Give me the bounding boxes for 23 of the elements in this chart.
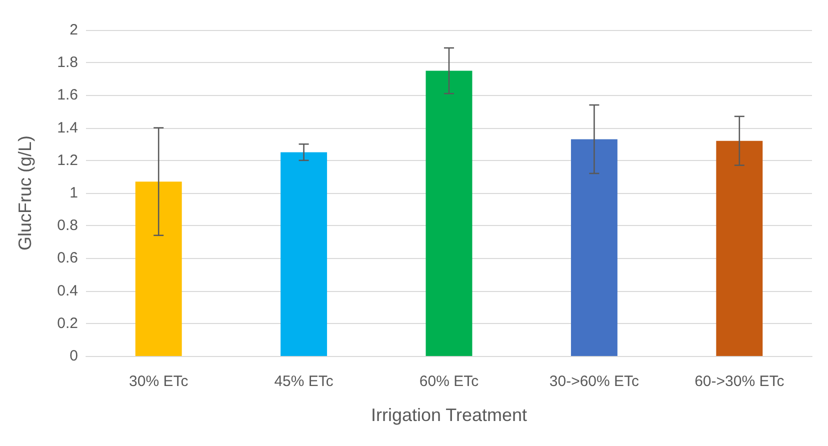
y-tick-label: 0.4 — [57, 282, 78, 300]
bar — [570, 139, 618, 356]
y-tick-label: 1.2 — [57, 152, 78, 169]
y-tick-label: 1.6 — [57, 86, 78, 104]
x-tick-label: 45% ETc — [274, 373, 334, 390]
x-tick-label: 30->60% ETc — [549, 373, 640, 390]
y-tick-label: 0 — [70, 348, 78, 364]
x-axis-title: Irrigation Treatment — [370, 405, 528, 425]
bar — [135, 182, 182, 356]
y-axis-title: GlucFruc (g/L) — [15, 135, 35, 251]
y-tick-label: 1 — [70, 184, 78, 202]
x-tick-label: 60% ETc — [419, 373, 480, 390]
bar — [426, 70, 472, 356]
y-tick-label: 0.8 — [57, 217, 78, 234]
bar — [280, 152, 328, 356]
y-tick-label: 1.8 — [57, 54, 78, 72]
x-tick-label: 30% ETc — [129, 373, 189, 390]
bar — [716, 140, 763, 356]
x-tick-label: 60->30% ETc — [694, 373, 785, 390]
y-tick-label: 2 — [70, 22, 78, 38]
y-tick-label: 0.6 — [57, 250, 78, 267]
y-tick-label: 0.2 — [57, 314, 78, 332]
y-tick-label: 1.4 — [57, 119, 78, 136]
